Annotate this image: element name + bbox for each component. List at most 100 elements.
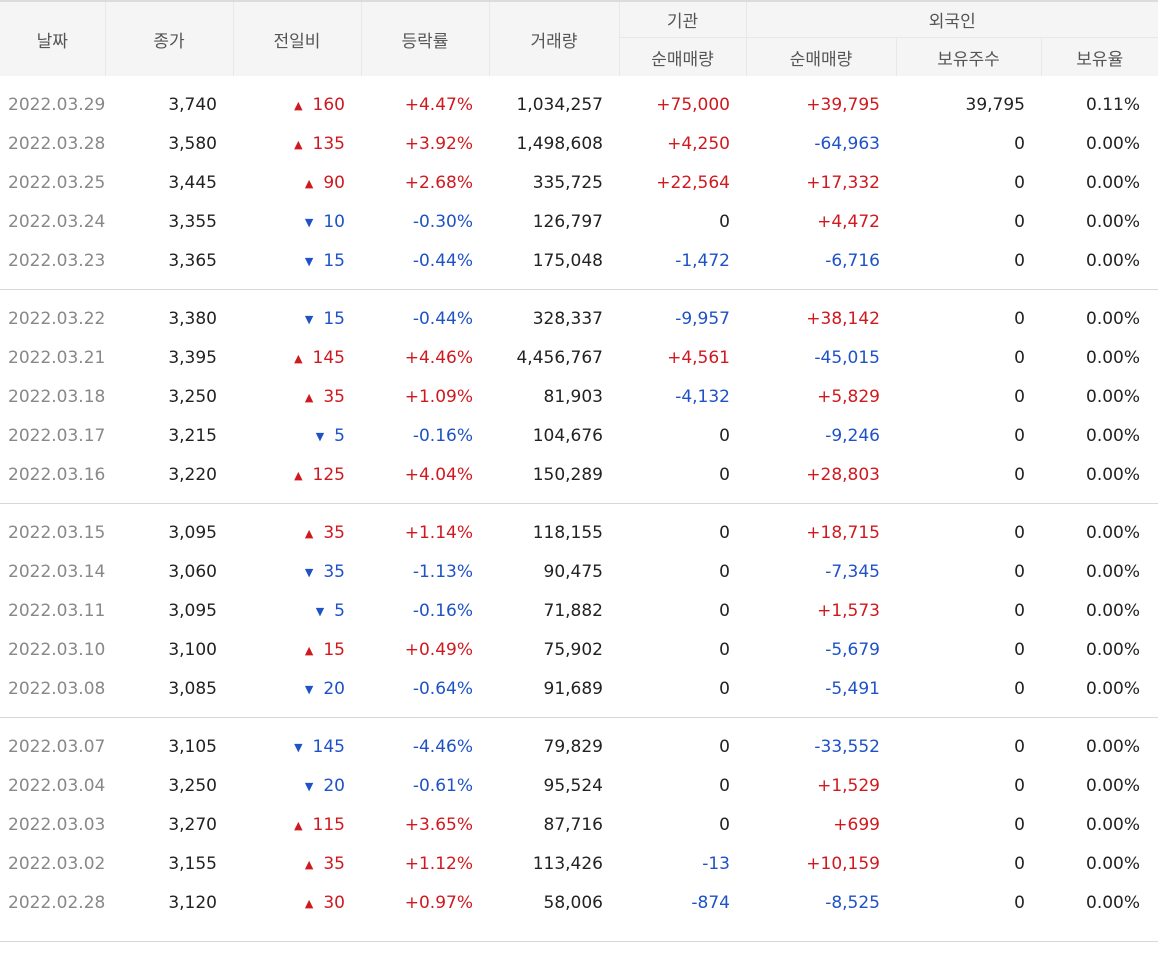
triangle-up-icon: ▲	[294, 819, 302, 832]
triangle-up-icon: ▲	[305, 177, 313, 190]
close-cell: 3,395	[105, 338, 233, 377]
rate-cell: +3.65%	[361, 805, 489, 844]
triangle-up-icon: ▲	[294, 138, 302, 151]
rate-cell: -0.30%	[361, 202, 489, 241]
foreign-net-cell: +699	[746, 805, 896, 844]
close-cell: 3,085	[105, 669, 233, 708]
foreign-net-cell: -9,246	[746, 416, 896, 455]
close-cell: 3,100	[105, 630, 233, 669]
change-cell: ▲ 15	[233, 630, 361, 669]
change-cell: ▼ 10	[233, 202, 361, 241]
close-cell: 3,270	[105, 805, 233, 844]
volume-cell: 79,829	[489, 727, 619, 766]
triangle-up-icon: ▲	[294, 99, 302, 112]
date-cell: 2022.03.04	[0, 766, 105, 805]
rate-cell: +1.09%	[361, 377, 489, 416]
change-cell: ▲ 125	[233, 455, 361, 494]
change-cell: ▲ 35	[233, 844, 361, 883]
change-value: 15	[323, 251, 345, 271]
volume-cell: 150,289	[489, 455, 619, 494]
foreign-ratio-cell: 0.00%	[1041, 552, 1158, 591]
triangle-down-icon: ▼	[316, 605, 324, 618]
change-cell: ▼ 20	[233, 669, 361, 708]
foreign-ratio-cell: 0.00%	[1041, 805, 1158, 844]
date-cell: 2022.03.11	[0, 591, 105, 630]
volume-cell: 328,337	[489, 299, 619, 338]
institution-net-cell: 0	[619, 630, 746, 669]
foreign-shares-cell: 0	[896, 416, 1041, 455]
institution-net-cell: -4,132	[619, 377, 746, 416]
change-value: 15	[323, 640, 345, 660]
date-cell: 2022.03.18	[0, 377, 105, 416]
change-value: 35	[323, 387, 345, 407]
institution-net-cell: 0	[619, 805, 746, 844]
close-cell: 3,580	[105, 124, 233, 163]
triangle-down-icon: ▼	[305, 216, 313, 229]
date-cell: 2022.03.15	[0, 513, 105, 552]
foreign-ratio-cell: 0.00%	[1041, 202, 1158, 241]
close-cell: 3,365	[105, 241, 233, 280]
foreign-shares-cell: 0	[896, 727, 1041, 766]
date-cell: 2022.03.24	[0, 202, 105, 241]
rate-cell: +4.47%	[361, 85, 489, 124]
triangle-up-icon: ▲	[305, 644, 313, 657]
table-row: 2022.03.18 3,250 ▲ 35 +1.09% 81,903 -4,132 +5,8…	[0, 377, 1158, 416]
triangle-down-icon: ▼	[316, 430, 324, 443]
foreign-net-cell: -64,963	[746, 124, 896, 163]
change-cell: ▲ 35	[233, 513, 361, 552]
institution-net-cell: 0	[619, 455, 746, 494]
foreign-net-cell: +28,803	[746, 455, 896, 494]
change-value: 30	[323, 893, 345, 913]
table-row: 2022.03.02 3,155 ▲ 35 +1.12% 113,426 -13 +10,15…	[0, 844, 1158, 883]
date-cell: 2022.03.14	[0, 552, 105, 591]
triangle-up-icon: ▲	[305, 527, 313, 540]
triangle-down-icon: ▼	[305, 780, 313, 793]
foreign-net-cell: +4,472	[746, 202, 896, 241]
change-cell: ▲ 35	[233, 377, 361, 416]
rate-cell: +0.97%	[361, 883, 489, 922]
volume-cell: 1,498,608	[489, 124, 619, 163]
change-cell: ▲ 145	[233, 338, 361, 377]
table-row: 2022.03.15 3,095 ▲ 35 +1.14% 118,155 0 +18,715 0…	[0, 513, 1158, 552]
header-foreign-ratio: 보유율	[1041, 38, 1158, 77]
foreign-shares-cell: 0	[896, 163, 1041, 202]
date-cell: 2022.03.29	[0, 85, 105, 124]
rate-cell: +0.49%	[361, 630, 489, 669]
triangle-down-icon: ▼	[305, 683, 313, 696]
foreign-ratio-cell: 0.00%	[1041, 883, 1158, 922]
foreign-ratio-cell: 0.00%	[1041, 669, 1158, 708]
close-cell: 3,215	[105, 416, 233, 455]
change-cell: ▼ 15	[233, 241, 361, 280]
volume-cell: 335,725	[489, 163, 619, 202]
date-cell: 2022.03.02	[0, 844, 105, 883]
institution-net-cell: 0	[619, 766, 746, 805]
header-volume: 거래량	[489, 1, 619, 76]
rate-cell: -4.46%	[361, 727, 489, 766]
change-value: 125	[313, 465, 345, 485]
change-value: 115	[313, 815, 345, 835]
table-row: 2022.03.16 3,220 ▲ 125 +4.04% 150,289 0 +28,803…	[0, 455, 1158, 494]
change-value: 35	[323, 562, 345, 582]
foreign-shares-cell: 0	[896, 338, 1041, 377]
rate-cell: +1.12%	[361, 844, 489, 883]
date-cell: 2022.03.16	[0, 455, 105, 494]
date-cell: 2022.03.23	[0, 241, 105, 280]
volume-cell: 118,155	[489, 513, 619, 552]
foreign-net-cell: -33,552	[746, 727, 896, 766]
change-cell: ▲ 90	[233, 163, 361, 202]
close-cell: 3,120	[105, 883, 233, 922]
change-value: 10	[323, 212, 345, 232]
header-date: 날짜	[0, 1, 105, 76]
table-body: 2022.03.29 3,740 ▲ 160 +4.47% 1,034,257 +75,00…	[0, 76, 1158, 931]
foreign-net-cell: -5,491	[746, 669, 896, 708]
table-row: 2022.03.21 3,395 ▲ 145 +4.46% 4,456,767 +4,561…	[0, 338, 1158, 377]
rate-cell: +3.92%	[361, 124, 489, 163]
change-cell: ▼ 5	[233, 416, 361, 455]
rate-cell: -0.16%	[361, 416, 489, 455]
date-cell: 2022.03.25	[0, 163, 105, 202]
foreign-shares-cell: 0	[896, 513, 1041, 552]
foreign-shares-cell: 0	[896, 630, 1041, 669]
table-row: 2022.03.07 3,105 ▼ 145 -4.46% 79,829 0 -33,552 0…	[0, 727, 1158, 766]
date-cell: 2022.03.22	[0, 299, 105, 338]
change-value: 160	[313, 95, 345, 115]
